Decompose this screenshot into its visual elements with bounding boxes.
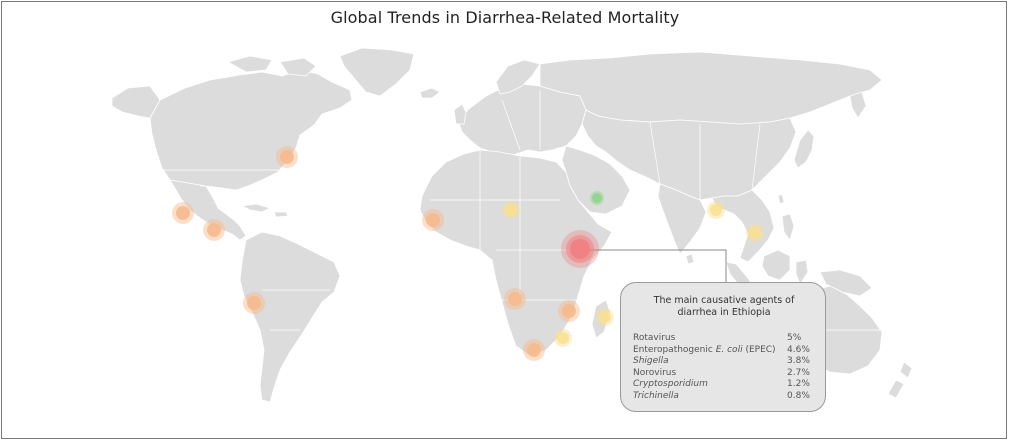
marker-peru[interactable] bbox=[243, 292, 265, 314]
land-sulawesi[interactable] bbox=[795, 259, 809, 285]
marker-mozambique[interactable] bbox=[558, 300, 580, 322]
tooltip-row: Cryptosporidium 1.2% bbox=[633, 379, 815, 391]
land-cuba[interactable] bbox=[241, 203, 271, 213]
land-japan[interactable] bbox=[793, 129, 815, 169]
marker-india[interactable] bbox=[707, 201, 725, 219]
marker-angola[interactable] bbox=[504, 288, 526, 310]
land-hispaniola[interactable] bbox=[273, 211, 289, 218]
agent-name: Cryptosporidium bbox=[633, 379, 708, 390]
tooltip-title: The main causative agents of diarrhea in… bbox=[653, 295, 795, 318]
agent-name-post: (EPEC) bbox=[742, 344, 776, 355]
land-new-zealand-south[interactable] bbox=[887, 379, 905, 399]
tooltip-row: Rotavirus 5% bbox=[633, 333, 815, 345]
land-philippines[interactable] bbox=[781, 213, 795, 241]
agent-name-italic: E. coli bbox=[715, 344, 743, 355]
agent-value: 3.8% bbox=[787, 356, 810, 367]
agent-name-pre: Enteropathogenic bbox=[633, 344, 716, 355]
land-india[interactable] bbox=[657, 183, 707, 255]
agent-value: 1.2% bbox=[787, 379, 810, 390]
tooltip-row: Shigella 3.8% bbox=[633, 356, 815, 368]
marker-south-africa[interactable] bbox=[523, 339, 545, 361]
ethiopia-tooltip: The main causative agents of diarrhea in… bbox=[620, 282, 826, 412]
agent-value: 2.7% bbox=[787, 367, 810, 378]
land-new-guinea[interactable] bbox=[819, 269, 873, 297]
marker-central-america[interactable] bbox=[203, 219, 225, 241]
land-south-america[interactable] bbox=[239, 231, 341, 403]
land-new-zealand[interactable] bbox=[899, 361, 913, 379]
land-borneo[interactable] bbox=[761, 249, 791, 281]
land-arctic-islands[interactable] bbox=[227, 55, 273, 73]
tooltip-row: Trichinella 0.8% bbox=[633, 391, 815, 403]
land-taiwan[interactable] bbox=[777, 193, 785, 205]
agent-name: Rotavirus bbox=[633, 333, 676, 343]
land-africa[interactable] bbox=[419, 149, 613, 357]
agent-value: 0.8% bbox=[787, 390, 810, 401]
marker-usa-east[interactable] bbox=[276, 146, 298, 168]
land-north-america[interactable] bbox=[149, 69, 353, 191]
tooltip-row: Norovirus 2.7% bbox=[633, 368, 815, 380]
land-uk[interactable] bbox=[453, 103, 467, 125]
agent-value: 4.6% bbox=[787, 344, 810, 355]
land-alaska[interactable] bbox=[111, 85, 161, 119]
land-baffin[interactable] bbox=[279, 57, 317, 77]
agent-name: Shigella bbox=[633, 356, 669, 367]
map-title: Global Trends in Diarrhea-Related Mortal… bbox=[330, 8, 680, 27]
marker-mexico[interactable] bbox=[172, 202, 194, 224]
marker-niger[interactable] bbox=[502, 201, 520, 219]
land-kamchatka[interactable] bbox=[849, 91, 867, 119]
agent-value: 5% bbox=[787, 333, 802, 343]
land-se-asia[interactable] bbox=[711, 189, 775, 263]
agent-name: Norovirus bbox=[633, 367, 677, 378]
tooltip-row: Enteropathogenic E. coli (EPEC) 4.6% bbox=[633, 345, 815, 357]
land-greenland[interactable] bbox=[339, 47, 415, 97]
tooltip-leader-line bbox=[582, 249, 727, 282]
land-iceland[interactable] bbox=[419, 87, 441, 99]
land-sri-lanka[interactable] bbox=[685, 253, 695, 265]
marker-saudi-arabia[interactable] bbox=[590, 191, 604, 205]
land-europe[interactable] bbox=[457, 83, 587, 157]
marker-myanmar[interactable] bbox=[746, 224, 764, 242]
agent-name: Enteropathogenic E. coli (EPEC) bbox=[633, 345, 776, 357]
marker-senegal[interactable] bbox=[422, 209, 444, 231]
marker-zimbabwe[interactable] bbox=[554, 329, 572, 347]
marker-madagascar[interactable] bbox=[596, 308, 614, 326]
agent-name: Trichinella bbox=[633, 390, 679, 401]
marker-ethiopia[interactable] bbox=[561, 230, 599, 268]
land-scandinavia[interactable] bbox=[495, 59, 541, 95]
